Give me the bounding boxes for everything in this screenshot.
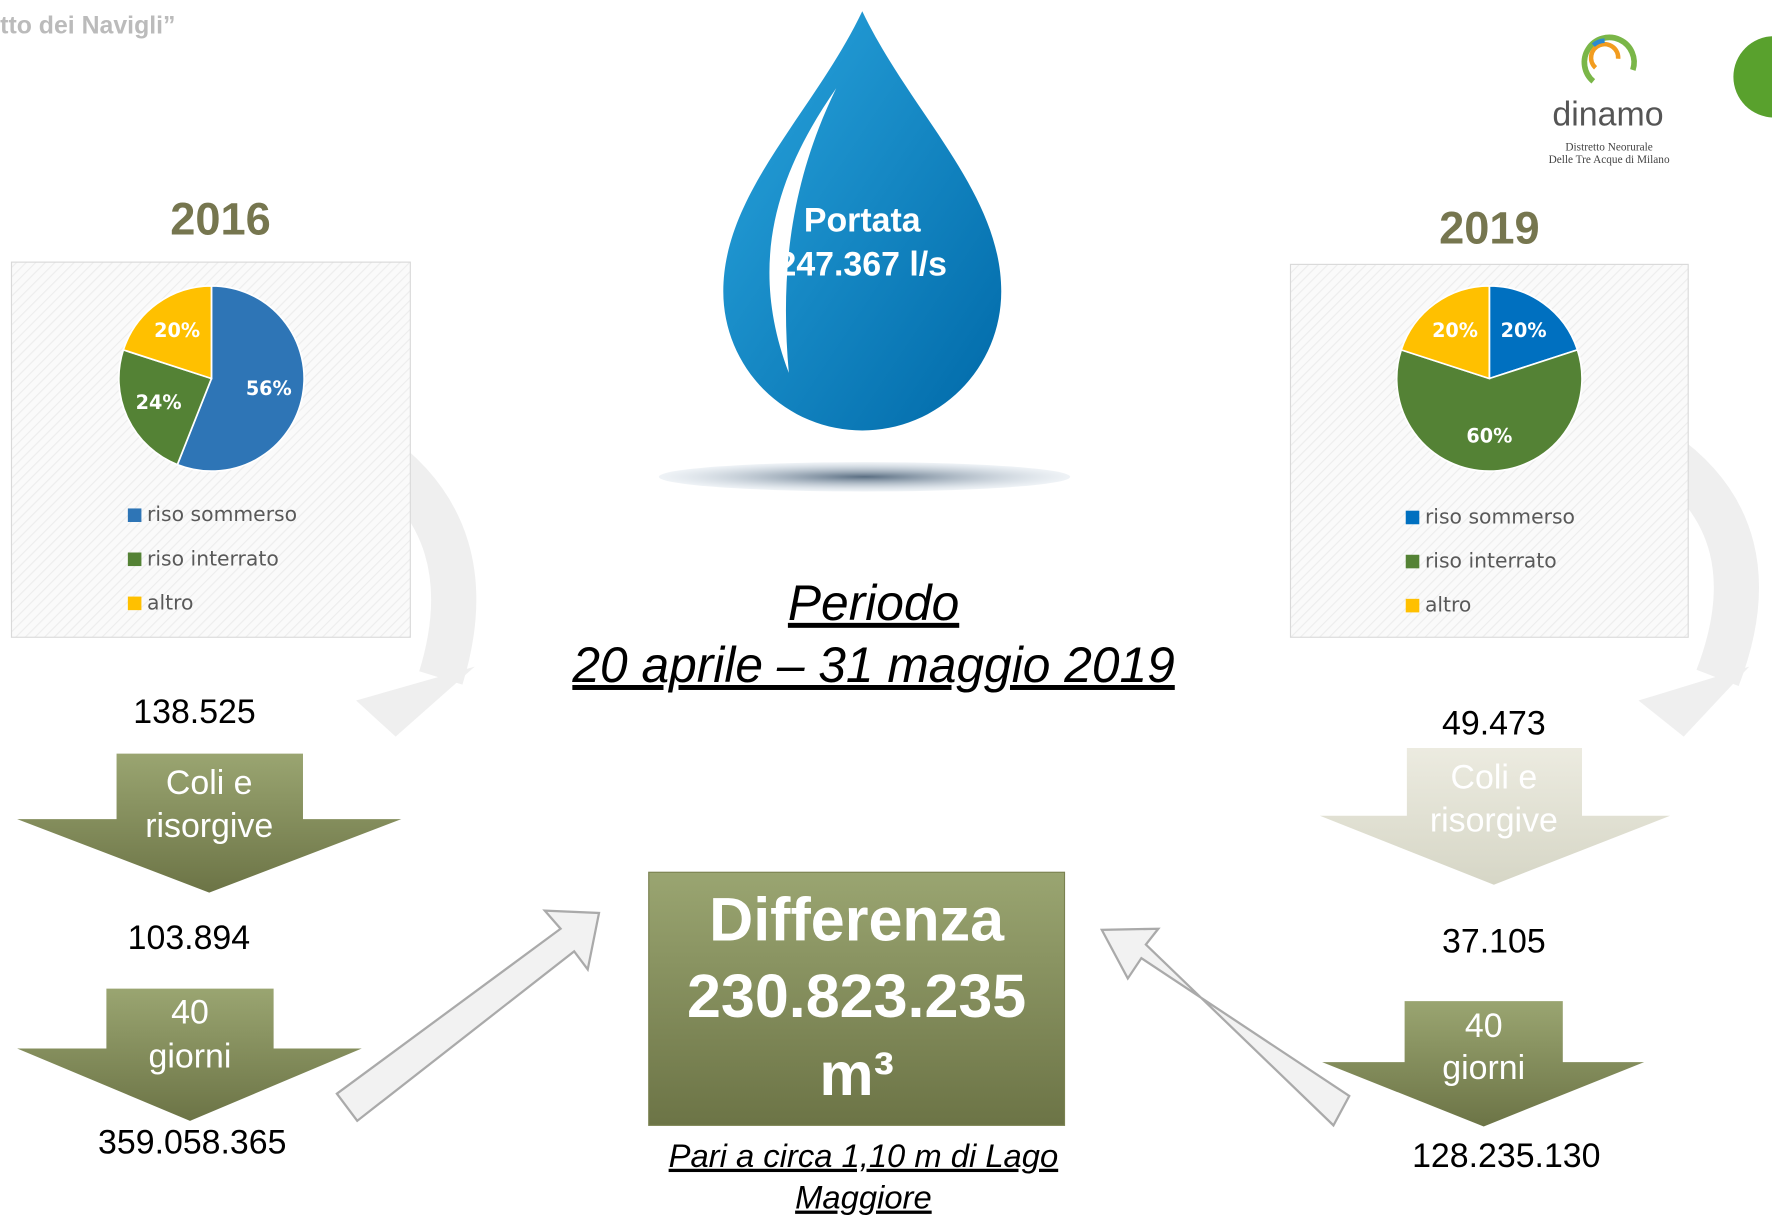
flow-value: 359.058.365 [98,1124,286,1162]
drop-value: 247.367 l/s [778,246,948,284]
logo-subtitle: Delle Tre Acque di Milano [1549,154,1670,166]
chart-title: 2019 [1439,203,1540,254]
legend-swatch [128,553,142,567]
difference-text: m³ [819,1040,894,1108]
flow-step: risorgive [1430,801,1558,839]
data-label: 20% [1432,319,1478,342]
flow-step: 40 [171,994,209,1032]
flow-value: 37.105 [1442,922,1546,960]
flow-value: 128.235.130 [1412,1137,1600,1175]
drop-shadow [659,462,1070,491]
difference-note: Maggiore [795,1179,932,1216]
legend-swatch [1406,599,1420,613]
data-label: 56% [246,377,292,400]
flow-step: giorni [149,1038,232,1076]
slide: tto dei Navigli” dinamo Distretto Neorur… [0,0,1772,1218]
flow-value: 49.473 [1442,704,1546,742]
flow-step: giorni [1442,1049,1525,1087]
curved-arrow [356,667,475,737]
difference-text: Differenza [709,885,1005,953]
flow-value: 138.525 [133,693,255,731]
legend-swatch [128,597,142,611]
difference-note: Pari a circa 1,10 m di Lago [669,1137,1059,1174]
logo: dinamo Distretto Neorurale Delle Tre Acq… [1549,36,1772,166]
data-label: 60% [1466,424,1512,447]
period-label: Periodo [788,575,959,631]
legend-swatch [1406,555,1420,569]
legend-label: altro [147,590,193,614]
logo-subtitle: Distretto Neorurale [1565,142,1652,154]
data-label: 20% [1501,319,1547,342]
difference-text: 230.823.235 [687,962,1026,1030]
flow-step: Coli e [166,764,253,802]
partner-logo [1733,36,1772,117]
period-dates: 20 aprile – 31 maggio 2019 [571,637,1174,693]
legend-label: riso interrato [147,546,279,570]
legend-label: riso interrato [1425,549,1557,573]
legend-swatch [128,508,142,522]
legend-label: riso sommerso [1425,504,1575,528]
logo-name: dinamo [1552,95,1663,133]
flow-step: 40 [1465,1007,1503,1045]
data-label: 20% [154,319,200,342]
legend-label: riso sommerso [147,502,297,526]
legend-swatch [1406,511,1420,525]
diagonal-arrow [1102,929,1349,1126]
flow-step: risorgive [145,807,273,845]
diagonal-arrow [337,911,599,1121]
drop-label: Portata [804,202,922,240]
flow-step: Coli e [1451,759,1538,797]
legend-label: altro [1425,593,1471,617]
flow-value: 103.894 [128,919,250,957]
curved-arrow [1638,667,1749,737]
header-title: tto dei Navigli” [0,13,175,40]
data-label: 24% [136,391,182,414]
chart-title: 2016 [170,194,271,245]
logo-ring [1591,44,1618,68]
